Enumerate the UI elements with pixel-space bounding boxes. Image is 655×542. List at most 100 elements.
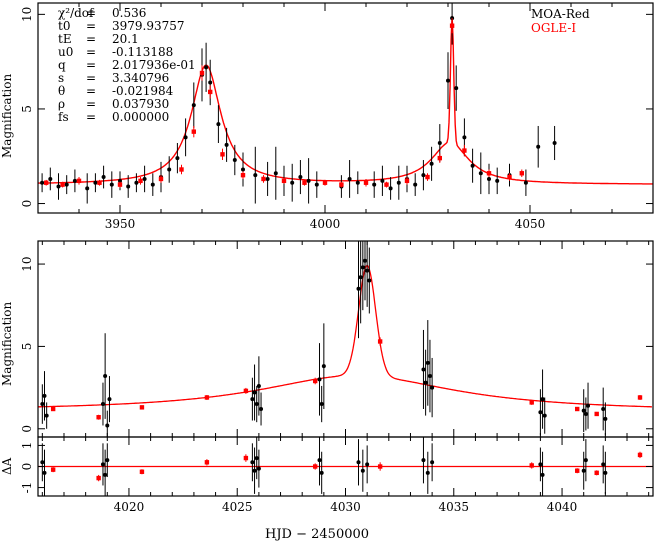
- param-equals: =: [86, 6, 96, 20]
- data-point: [101, 175, 106, 180]
- data-point: [594, 411, 599, 417]
- data-point: [204, 460, 210, 465]
- data-point: [372, 182, 377, 187]
- data-point: [575, 468, 580, 473]
- param-value: 2.017936e-01: [112, 58, 196, 72]
- model-curve: [38, 264, 652, 408]
- data-point: [96, 415, 101, 420]
- zoom-panel: 0 5 10: [20, 240, 654, 438]
- model-curve: [38, 15, 653, 185]
- data-point: [538, 462, 543, 467]
- data-point: [150, 182, 155, 187]
- data-point: [356, 460, 361, 465]
- param-value: 0.536: [112, 6, 146, 20]
- data-point: [50, 406, 56, 412]
- data-point: [384, 182, 389, 187]
- data-point: [540, 397, 545, 402]
- data-point: [100, 462, 105, 467]
- x-tick-label: 3950: [105, 217, 136, 231]
- data-point: [575, 406, 580, 412]
- data-point: [105, 423, 110, 428]
- param-symbol: q: [58, 58, 66, 72]
- param-rho: ρ = 0.037930: [58, 97, 169, 111]
- plot-frame: [37, 2, 654, 214]
- fit-parameters: χ²/dof= 0.536 t0 = 3979.93757 tE = 20.1 u0 = -0…: [58, 6, 196, 124]
- data-point: [637, 395, 643, 400]
- data-point: [241, 167, 245, 172]
- data-point: [446, 78, 450, 83]
- param-t0: t0 = 3979.93757: [58, 19, 185, 33]
- data-point: [85, 186, 90, 191]
- data-point: [240, 172, 246, 178]
- data-point: [377, 464, 383, 469]
- plot-area: [38, 3, 653, 204]
- param-symbol: χ²/dof: [58, 6, 95, 20]
- data-point: [319, 470, 324, 475]
- param-chi2: χ²/dof= 0.536: [58, 6, 146, 20]
- data-point: [96, 475, 101, 481]
- data-point: [367, 278, 372, 283]
- data-point: [519, 171, 524, 176]
- x-tick-label: 4050: [515, 217, 546, 231]
- data-point: [347, 176, 352, 181]
- data-point: [204, 395, 210, 400]
- series-moa-red: [40, 241, 608, 437]
- data-point: [220, 152, 225, 157]
- param-theta: θ = -0.021984: [58, 84, 174, 98]
- y-tick-label: 5: [20, 343, 34, 351]
- data-point: [523, 180, 528, 185]
- param-equals: =: [86, 32, 96, 46]
- data-point: [583, 458, 588, 463]
- data-point: [421, 458, 426, 463]
- data-point: [603, 416, 608, 421]
- x-tick-label: 4040: [547, 500, 578, 514]
- data-point: [404, 178, 410, 184]
- series-moa-red: [40, 437, 608, 496]
- plot-frame: [37, 240, 654, 438]
- data-point: [250, 460, 255, 465]
- data-point: [134, 180, 139, 185]
- data-point: [298, 175, 303, 180]
- data-point: [118, 178, 122, 183]
- data-point: [363, 180, 369, 185]
- data-point: [199, 70, 205, 76]
- data-point: [427, 374, 432, 379]
- param-q: q = 2.017936e-01: [58, 58, 196, 72]
- data-point: [360, 468, 365, 473]
- param-s: s = 3.340796: [58, 71, 169, 85]
- data-point: [314, 182, 319, 187]
- param-equals: =: [86, 58, 96, 72]
- data-point: [495, 178, 500, 183]
- data-point: [40, 460, 45, 465]
- data-point: [454, 86, 459, 91]
- data-point: [256, 466, 261, 471]
- data-point: [317, 377, 322, 382]
- param-value: 3.340796: [112, 71, 169, 85]
- data-point: [204, 65, 209, 70]
- data-point: [425, 470, 430, 475]
- data-point: [42, 393, 47, 398]
- data-point: [339, 182, 344, 187]
- data-point: [319, 402, 324, 407]
- param-symbol: fs: [58, 110, 69, 124]
- data-point: [377, 339, 383, 344]
- data-point: [252, 468, 257, 473]
- data-point: [552, 141, 557, 145]
- param-symbol: u0: [58, 45, 73, 59]
- data-point: [117, 182, 123, 187]
- data-point: [529, 400, 534, 405]
- plot-area: [38, 241, 652, 437]
- data-point: [478, 171, 483, 176]
- data-point: [243, 455, 249, 461]
- data-point: [388, 186, 393, 191]
- param-symbol: θ: [58, 84, 65, 98]
- param-equals: =: [86, 97, 96, 111]
- param-value: 3979.93757: [112, 19, 185, 33]
- param-equals: =: [86, 84, 96, 98]
- data-point: [216, 122, 221, 127]
- data-point: [425, 174, 430, 180]
- param-symbol: t0: [58, 19, 70, 33]
- data-point: [50, 467, 56, 472]
- data-point: [48, 176, 53, 181]
